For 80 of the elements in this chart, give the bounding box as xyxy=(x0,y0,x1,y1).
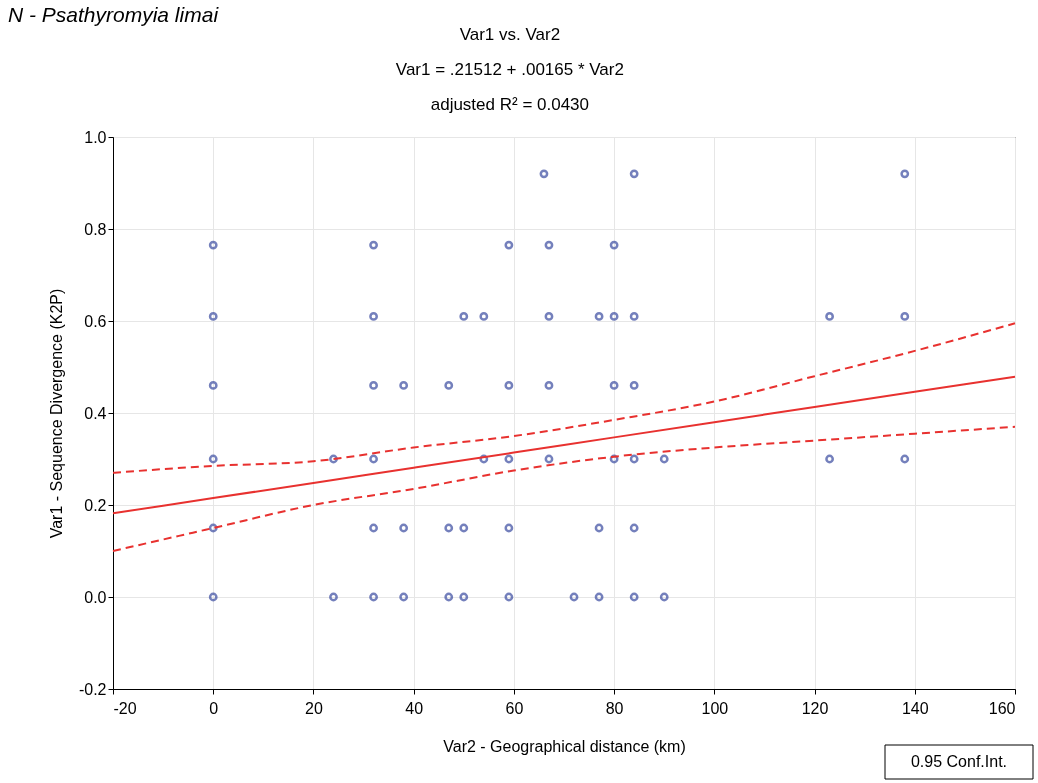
point xyxy=(629,311,639,321)
text: Var1 vs. Var2 xyxy=(459,25,561,44)
point xyxy=(629,592,639,602)
chart-title: N - Psathyromyia limai xyxy=(8,3,220,26)
x-tick-label: -20 xyxy=(113,699,137,717)
x-tick-label: 40 xyxy=(405,699,424,717)
point xyxy=(504,240,514,250)
y-tick-label: 0.4 xyxy=(84,404,107,422)
line-series xyxy=(112,375,1016,515)
y-tick-label: 0.0 xyxy=(84,588,107,606)
point xyxy=(208,523,218,533)
point xyxy=(629,169,639,179)
x-tick-label: 140 xyxy=(901,699,929,717)
point xyxy=(594,311,604,321)
point xyxy=(825,454,834,464)
point xyxy=(900,311,910,321)
point xyxy=(569,592,579,602)
point xyxy=(629,454,639,464)
point xyxy=(459,523,469,533)
y-tick-label: 0.6 xyxy=(84,312,107,330)
x-tick-label: 80 xyxy=(605,699,624,717)
x-tick-label: 20 xyxy=(305,699,323,717)
point xyxy=(329,592,338,602)
point xyxy=(504,523,514,533)
point xyxy=(444,523,454,533)
point xyxy=(459,311,469,321)
line-series xyxy=(112,322,1016,474)
point xyxy=(369,454,378,464)
point xyxy=(399,380,409,390)
x-tick-label: 100 xyxy=(701,699,729,717)
point xyxy=(369,240,378,250)
point xyxy=(444,592,454,602)
point xyxy=(629,380,639,390)
x-tick-label: 160 xyxy=(988,699,1016,717)
point xyxy=(900,169,910,179)
text: adjusted R² = 0.0430 xyxy=(430,95,590,114)
x-tick-label: 60 xyxy=(505,699,524,717)
point xyxy=(609,311,619,321)
x-tick-label: 120 xyxy=(801,699,829,717)
x-axis-title: Var2 - Geographical distance (km) xyxy=(443,737,686,755)
point xyxy=(208,454,218,464)
point xyxy=(544,311,554,321)
point xyxy=(609,380,619,390)
point xyxy=(659,454,669,464)
point xyxy=(825,311,834,321)
point xyxy=(504,380,514,390)
point xyxy=(544,380,554,390)
x-tick-label: 0 xyxy=(209,699,219,717)
y-axis-title: Var1 - Sequence Divergence (K2P) xyxy=(47,288,65,539)
point xyxy=(399,592,409,602)
point xyxy=(208,380,218,390)
text: 0.95 Conf.Int. xyxy=(910,753,1008,770)
point xyxy=(544,240,554,250)
text: Var1 = .21512 + .00165 * Var2 xyxy=(395,60,624,79)
point xyxy=(369,380,378,390)
point xyxy=(629,523,639,533)
point xyxy=(479,311,489,321)
point xyxy=(504,592,514,602)
point xyxy=(504,454,514,464)
point xyxy=(659,592,669,602)
point xyxy=(369,311,378,321)
point xyxy=(208,311,218,321)
y-tick-label: 1.0 xyxy=(84,128,107,146)
point xyxy=(399,523,409,533)
point xyxy=(369,523,378,533)
point xyxy=(369,592,378,602)
y-tick-label: 0.8 xyxy=(84,220,107,238)
point xyxy=(609,240,619,250)
point xyxy=(208,592,218,602)
point xyxy=(544,454,554,464)
point xyxy=(208,240,218,250)
point xyxy=(900,454,910,464)
y-tick-label: 0.2 xyxy=(84,496,107,514)
point xyxy=(459,592,469,602)
point xyxy=(444,380,454,390)
line-series xyxy=(112,425,1016,552)
point xyxy=(594,592,604,602)
y-tick-label: -0.2 xyxy=(78,680,107,698)
point xyxy=(539,169,549,179)
point xyxy=(594,523,604,533)
